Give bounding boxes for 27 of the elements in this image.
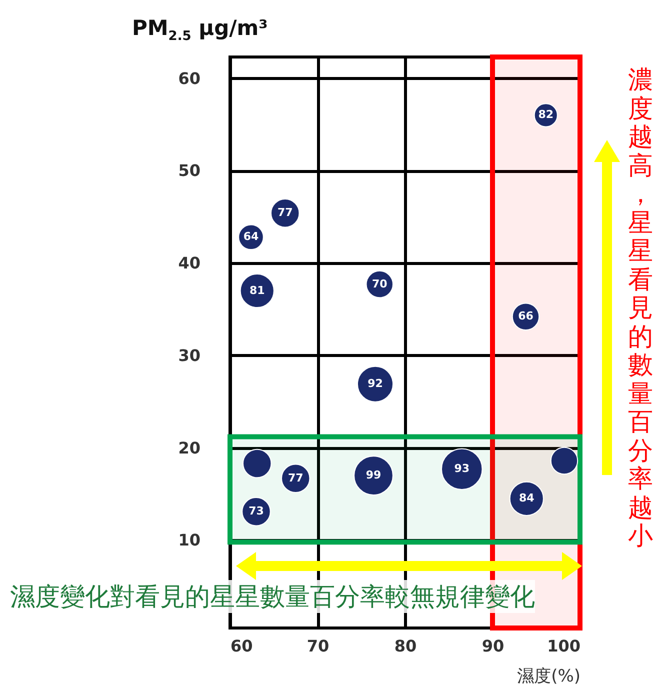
x-tick-label: 90 xyxy=(482,636,504,656)
annotation: 66 xyxy=(518,310,534,323)
annotation: 84 xyxy=(518,492,535,505)
x-axis-title: 濕度(%) xyxy=(517,666,580,686)
y-tick-label: 10 xyxy=(178,530,200,550)
annotation: 77 xyxy=(288,471,304,484)
annotation: 93 xyxy=(454,462,470,476)
x-tick-label: 70 xyxy=(306,636,330,656)
annotation: 82 xyxy=(538,108,554,122)
y-tick-label: 40 xyxy=(178,254,200,273)
annotation: 92 xyxy=(368,377,383,390)
x-tick-label: 100 xyxy=(547,636,580,656)
y-tick-label: 30 xyxy=(178,346,200,365)
y-tick-label: 50 xyxy=(178,161,200,180)
y-axis-title: PM$_{2.5}$ μg/m³ xyxy=(132,16,268,44)
y-tick-label: 20 xyxy=(178,438,200,458)
text: 濃度越高，星星看見的數量百分率越小 xyxy=(628,65,653,550)
annotation: 73 xyxy=(248,504,264,518)
annotation: 81 xyxy=(249,284,265,297)
x-tick-label: 60 xyxy=(230,636,253,656)
x-tick-label: 80 xyxy=(394,636,417,656)
annotation: 99 xyxy=(366,468,382,482)
y-tick-label: 60 xyxy=(178,68,200,88)
annotation: 64 xyxy=(243,230,259,244)
annotation: 77 xyxy=(277,206,293,220)
annotation: 濕度變化對看見的星星數量百分率較無規律變化 xyxy=(10,580,535,613)
annotation: 70 xyxy=(372,277,388,290)
